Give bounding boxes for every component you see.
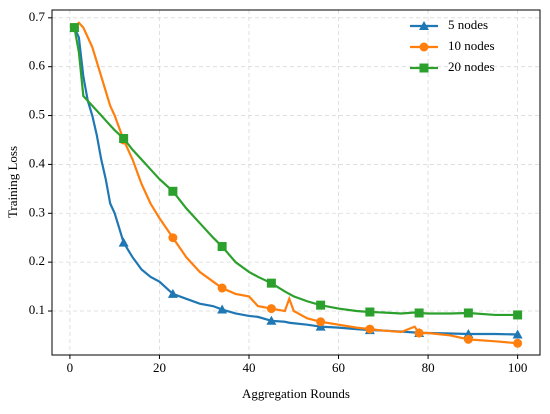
y-tick-label: 0.5 — [29, 107, 45, 122]
marker — [119, 134, 129, 144]
x-tick-label: 60 — [332, 360, 345, 375]
marker — [414, 328, 424, 338]
marker — [513, 310, 523, 320]
marker — [118, 237, 129, 247]
y-tick-label: 0.7 — [29, 9, 46, 24]
marker — [217, 242, 227, 252]
plot-frame — [51, 9, 541, 356]
data-line — [73, 21, 518, 345]
y-tick-label: 0.3 — [29, 204, 45, 219]
x-axis-label: Aggregation Rounds — [242, 386, 350, 401]
y-tick-label: 0.1 — [29, 302, 45, 317]
y-tick-label: 0.2 — [29, 253, 45, 268]
marker — [266, 315, 277, 325]
legend-label: 10 nodes — [448, 38, 495, 53]
marker — [463, 308, 473, 318]
marker — [419, 42, 429, 52]
marker — [463, 334, 473, 344]
x-tick-label: 100 — [508, 360, 528, 375]
marker — [217, 304, 228, 314]
data-line — [73, 27, 518, 317]
x-tick-label: 0 — [67, 360, 74, 375]
x-tick-label: 40 — [242, 360, 255, 375]
marker — [414, 308, 424, 318]
marker — [512, 329, 523, 339]
marker — [266, 304, 276, 314]
marker — [365, 307, 375, 317]
marker — [316, 317, 326, 327]
legend-label: 5 nodes — [448, 17, 488, 32]
marker — [167, 288, 178, 298]
marker — [419, 21, 429, 30]
y-axis-label: Training Loss — [5, 146, 20, 218]
marker — [168, 186, 178, 196]
x-tick-label: 80 — [422, 360, 435, 375]
marker — [513, 338, 523, 348]
marker — [419, 63, 429, 73]
marker — [365, 324, 375, 334]
marker — [69, 23, 79, 33]
marker — [168, 233, 178, 243]
y-tick-label: 0.4 — [29, 155, 46, 170]
y-tick-label: 0.6 — [29, 58, 46, 73]
marker — [266, 278, 276, 288]
legend-label: 20 nodes — [448, 59, 495, 74]
x-tick-label: 20 — [153, 360, 166, 375]
data-line — [73, 27, 518, 336]
marker — [316, 300, 326, 310]
marker — [217, 283, 227, 293]
